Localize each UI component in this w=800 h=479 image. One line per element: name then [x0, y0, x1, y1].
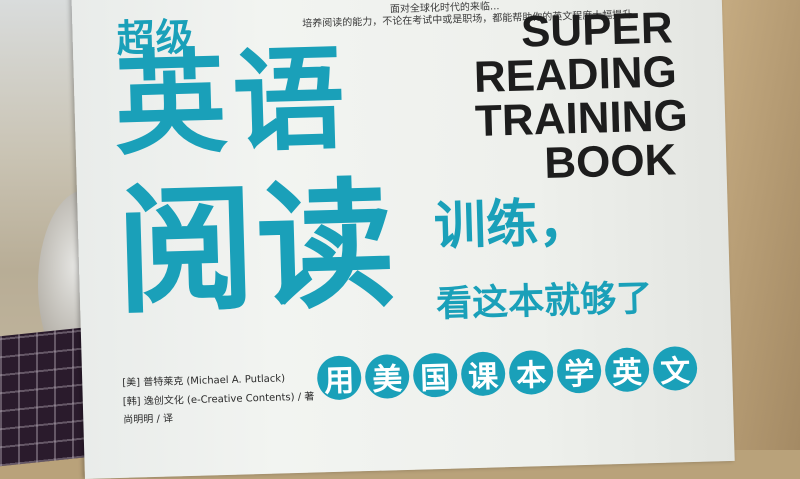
title-en-line: BOOK: [543, 135, 677, 189]
credit-coauthor: [韩] 逸创文化 (e-Creative Contents) / 著: [122, 391, 315, 408]
subtitle-char: 用: [316, 355, 362, 401]
book-cover: 面对全球化时代的来临... 培养阅读的能力，不论在考试中或是职场，都能帮助你的英…: [71, 0, 735, 479]
subtitle-char: 国: [412, 352, 458, 398]
title-cn-training: 训练，: [433, 192, 591, 258]
subtitle-char: 本: [508, 349, 554, 396]
credit-translator: 尚明明 / 译: [123, 413, 174, 426]
subtitle-char: 课: [460, 351, 506, 397]
title-en: SUPER READING TRAINING BOOK: [472, 3, 688, 189]
subtitle-char: 英: [604, 347, 650, 393]
title-cn-reading: 阅读: [114, 164, 399, 333]
subtitle-char: 学: [556, 348, 602, 394]
subtitle-pill-row: 用 美 国 课 本 学 英 文: [316, 343, 738, 403]
subtitle-char: 美: [364, 353, 410, 400]
title-cn-tagline: 看这本就够了: [435, 278, 653, 326]
title-cn-english: 英语: [112, 34, 353, 171]
credit-author: [美] 普特莱克 (Michael A. Putlack): [122, 373, 286, 389]
subtitle-char: 文: [652, 345, 698, 392]
